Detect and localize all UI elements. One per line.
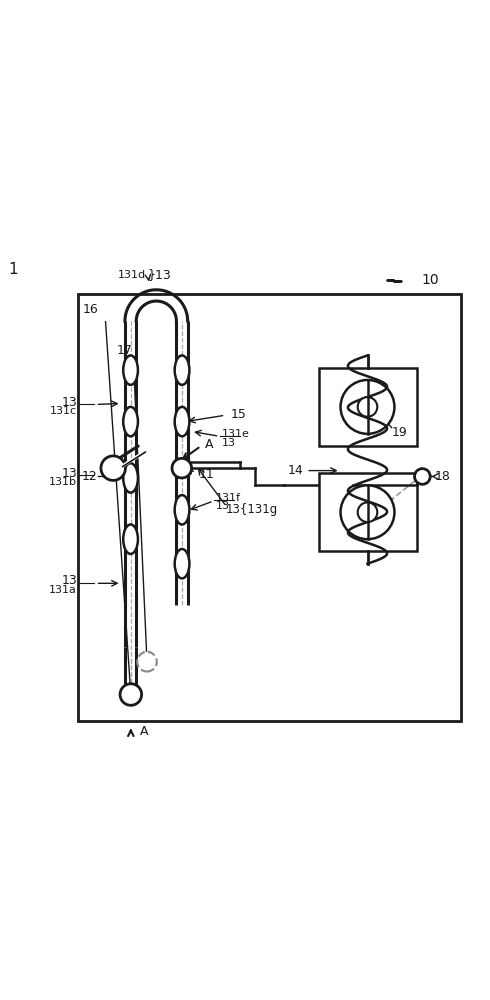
Circle shape <box>341 380 394 434</box>
Ellipse shape <box>123 407 138 436</box>
Text: 1: 1 <box>8 262 18 277</box>
Bar <box>78 294 461 720</box>
Text: 13: 13 <box>61 467 77 480</box>
Circle shape <box>172 458 192 478</box>
Circle shape <box>358 397 377 417</box>
Text: 13: 13 <box>61 395 77 408</box>
Ellipse shape <box>175 355 189 385</box>
Text: 131d: 131d <box>118 270 146 280</box>
Ellipse shape <box>175 495 189 524</box>
Text: A: A <box>140 725 148 738</box>
Ellipse shape <box>123 355 138 385</box>
Text: 131e: 131e <box>221 429 249 439</box>
Text: 131c: 131c <box>50 406 77 416</box>
Text: 15: 15 <box>230 408 246 421</box>
Text: 13: 13 <box>216 501 230 511</box>
Text: }13: }13 <box>147 268 171 281</box>
Text: 11: 11 <box>198 468 214 481</box>
Text: 14: 14 <box>288 464 304 477</box>
Ellipse shape <box>123 463 138 493</box>
Text: 131f: 131f <box>216 493 241 503</box>
Text: A: A <box>205 438 213 451</box>
Ellipse shape <box>175 549 189 578</box>
Text: 18: 18 <box>435 470 451 483</box>
Bar <box>318 473 416 551</box>
Text: 17: 17 <box>117 344 132 357</box>
Circle shape <box>120 684 142 705</box>
Text: 131b: 131b <box>49 477 77 487</box>
Bar <box>318 368 416 446</box>
Circle shape <box>101 456 125 480</box>
Ellipse shape <box>175 407 189 436</box>
Text: 12: 12 <box>81 470 97 483</box>
Text: 13{131g: 13{131g <box>225 503 278 516</box>
Text: 13: 13 <box>221 438 236 448</box>
Circle shape <box>415 469 430 484</box>
Text: 19: 19 <box>392 426 408 439</box>
Ellipse shape <box>123 524 138 554</box>
Circle shape <box>137 652 157 672</box>
Text: 10: 10 <box>421 273 439 287</box>
Text: 13: 13 <box>61 574 77 587</box>
Circle shape <box>358 502 377 522</box>
Text: 131a: 131a <box>49 585 77 595</box>
Circle shape <box>341 485 394 539</box>
Text: 16: 16 <box>82 303 98 316</box>
